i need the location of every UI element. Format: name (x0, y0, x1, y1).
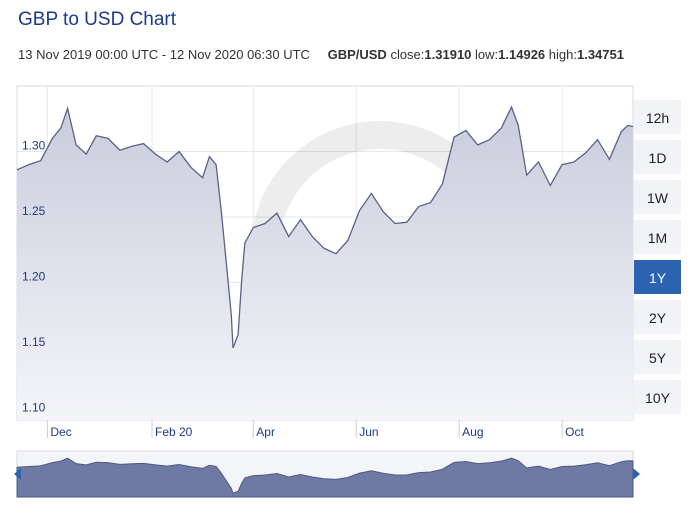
timeframe-10y-button[interactable]: 10Y (634, 380, 681, 416)
timeframe-5y-button[interactable]: 5Y (634, 340, 681, 376)
close-value: 1.31910 (424, 47, 472, 62)
timeframe-12h-button[interactable]: 12h (634, 100, 681, 136)
navigator-area[interactable] (16, 457, 634, 498)
x-tick-label: Oct (565, 425, 584, 439)
price-line (16, 105, 634, 349)
y-tick-label: 1.30 (22, 138, 46, 152)
price-area (17, 107, 633, 420)
y-tick-label: 1.15 (22, 335, 46, 349)
low-value: 1.14926 (498, 47, 546, 62)
pair-label: GBP/USD (327, 47, 387, 62)
navigator-left-handle[interactable] (14, 468, 21, 480)
close-label: close: (390, 47, 425, 62)
low-label: low: (475, 47, 499, 62)
page-title: GBP to USD Chart (18, 9, 177, 30)
x-tick-label: Aug (462, 425, 483, 439)
x-tick-label: Apr (256, 425, 275, 439)
range-summary: 13 Nov 2019 00:00 UTC - 12 Nov 2020 06:3… (18, 47, 624, 62)
high-label: high: (548, 47, 577, 62)
x-tick-label: Feb 20 (155, 425, 193, 439)
x-tick-label: Jun (359, 425, 378, 439)
y-tick-label: 1.10 (22, 400, 46, 414)
y-axis: 1.10 1.15 1.20 1.25 1.30 (22, 138, 46, 414)
timeframe-1w-button[interactable]: 1W (634, 180, 681, 216)
timeframe-1d-button[interactable]: 1D (634, 140, 681, 176)
y-tick-label: 1.20 (22, 269, 46, 283)
timeframe-1y-button[interactable]: 1Y (634, 260, 681, 296)
timeframe-1m-button[interactable]: 1M (634, 220, 681, 256)
y-tick-label: 1.25 (22, 204, 46, 218)
date-range: 13 Nov 2019 00:00 UTC - 12 Nov 2020 06:3… (18, 47, 310, 62)
x-axis: Dec Feb 20 Apr Jun Aug Oct (46, 420, 584, 439)
high-value: 1.34751 (576, 47, 624, 62)
navigator-right-handle[interactable] (633, 468, 640, 480)
x-tick-label: Dec (50, 425, 71, 439)
timeframe-2y-button[interactable]: 2Y (634, 300, 681, 336)
